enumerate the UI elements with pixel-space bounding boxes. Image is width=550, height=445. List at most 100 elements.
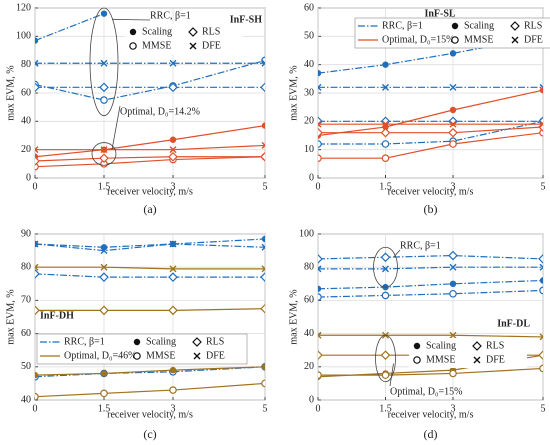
data-point: [99, 153, 109, 164]
y-tick-label: 40: [21, 394, 31, 405]
data-point: [318, 265, 322, 273]
data-point: [381, 154, 390, 162]
y-tick-label: 20: [304, 116, 314, 127]
data-point: [449, 106, 457, 114]
y-tick-label: 50: [304, 31, 314, 42]
legend-marker: [129, 42, 137, 50]
annotation-arrow: [393, 249, 401, 258]
data-point: [169, 240, 177, 248]
series-line: [35, 238, 265, 248]
data-point: [260, 82, 265, 93]
data-point: [169, 366, 177, 374]
x-tick-label: 5: [263, 181, 268, 192]
y-axis-label: max EVM, %: [288, 289, 299, 344]
data-point: [100, 389, 108, 398]
data-point: [449, 83, 457, 91]
data-point: [382, 83, 389, 91]
legend-marker: [510, 21, 520, 31]
data-point: [449, 331, 457, 339]
panel-label: (d): [424, 427, 438, 441]
data-point: [35, 146, 39, 154]
x-tick-label: 3: [171, 181, 176, 192]
legend-label: RLS: [486, 340, 504, 351]
series-line: [318, 289, 543, 298]
data-point: [318, 293, 322, 301]
data-point: [382, 120, 389, 128]
legend-label: RLS: [206, 336, 224, 347]
y-axis-label: max EVM, %: [5, 65, 16, 120]
data-point: [99, 305, 109, 316]
data-point: [35, 263, 39, 271]
data-point: [318, 127, 323, 138]
annotation-ellipse: [91, 142, 117, 166]
data-point: [380, 127, 391, 138]
legend-marker: [193, 352, 201, 360]
x-axis-label: receiver velocity, m/s: [107, 409, 193, 420]
data-point: [99, 272, 109, 283]
legend-label: DFE: [486, 354, 505, 365]
panel-title: InF-SH: [230, 14, 262, 25]
data-point: [260, 272, 265, 283]
series-line: [318, 132, 543, 159]
data-point: [169, 386, 177, 394]
y-axis-label: max EVM, %: [288, 65, 299, 120]
data-point: [261, 363, 265, 370]
data-point: [169, 265, 177, 273]
series-line: [35, 366, 265, 378]
series-layer: [318, 33, 543, 162]
data-point: [318, 120, 322, 128]
y-tick-label: 20: [304, 361, 314, 372]
y-axis-label: max EVM, %: [5, 289, 16, 344]
panel-title: InF-DH: [40, 310, 74, 321]
data-point: [168, 151, 178, 162]
series-line: [318, 367, 543, 376]
legend-label: RLS: [202, 26, 220, 37]
data-point: [169, 59, 177, 67]
legend-label: MMSE: [426, 354, 455, 365]
annotation-ellipse: [373, 246, 398, 288]
data-point: [35, 162, 39, 171]
data-point: [168, 82, 178, 93]
y-tick-label: 0: [309, 394, 314, 405]
data-point: [318, 371, 322, 379]
annotation: RRC, β=1: [150, 10, 191, 21]
series-line: [318, 266, 543, 270]
data-point: [35, 371, 39, 379]
panel: 40 50 60 70 80 90 0 1.5 3 5 receiver velocity, m/s…: [5, 228, 267, 441]
series-line: [318, 35, 543, 74]
legend-label: Scaling: [142, 26, 172, 37]
data-point: [35, 268, 40, 279]
data-point: [449, 289, 457, 298]
legend-marker: [192, 337, 202, 347]
legend-marker: [472, 341, 482, 351]
y-tick-label: 80: [21, 59, 31, 70]
y-tick-label: 80: [21, 261, 31, 272]
annotation: Optimal, D₀=14.2%: [120, 106, 200, 117]
panel-title: InF-SL: [424, 8, 455, 19]
annotation-ellipse: [89, 7, 119, 117]
data-point: [261, 235, 265, 243]
y-tick-label: 40: [304, 59, 314, 70]
data-point: [100, 146, 108, 154]
data-point: [100, 59, 108, 67]
x-tick-label: 3: [171, 403, 176, 414]
data-point: [449, 263, 457, 271]
series-line: [318, 89, 543, 137]
data-point: [318, 350, 323, 361]
y-tick-label: 60: [304, 295, 314, 306]
data-point: [539, 286, 543, 295]
data-point: [449, 280, 457, 287]
data-point: [381, 140, 390, 148]
data-point: [261, 59, 265, 67]
data-point: [318, 331, 322, 339]
data-point: [380, 350, 391, 361]
data-point: [99, 82, 109, 93]
series-line: [35, 382, 265, 398]
y-tick-label: 50: [21, 361, 31, 372]
y-tick-label: 70: [21, 295, 31, 306]
data-point: [35, 59, 39, 67]
data-point: [261, 265, 265, 273]
x-tick-label: 1.5: [98, 181, 111, 192]
panel-label: (c): [143, 427, 156, 441]
